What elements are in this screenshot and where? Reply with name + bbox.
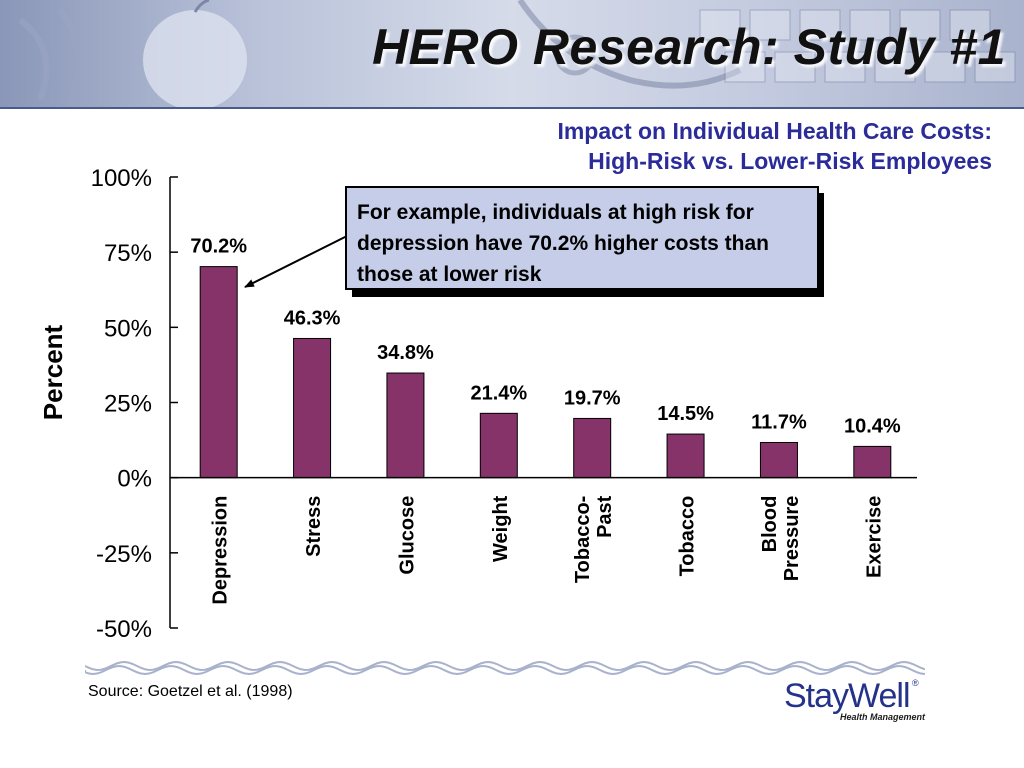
- y-tick-label: 50%: [104, 315, 152, 342]
- logo-tagline: Health Management: [840, 712, 926, 722]
- value-label: 21.4%: [470, 382, 527, 404]
- category-label: Weight: [490, 495, 512, 562]
- category-label: Tobacco: [677, 496, 699, 577]
- bar-exercise: [853, 445, 892, 479]
- chart-title-block: Impact on Individual Health Care Costs: …: [557, 116, 992, 176]
- bar-chart: 100% 75% 50% 25% 0% -25% -50% 70.2% 46.3% 34.8% 2…: [38, 165, 917, 643]
- y-tick-label: 100%: [91, 165, 152, 192]
- category-label-line: Blood: [759, 496, 781, 553]
- y-axis-label: Percent: [38, 324, 68, 420]
- callout-box: For example, individuals at high risk fo…: [345, 186, 819, 290]
- category-label-line: Stress: [303, 496, 325, 557]
- category-label: Stress: [303, 496, 325, 557]
- category-label-line: Past: [594, 495, 616, 538]
- value-label: 14.5%: [657, 403, 714, 425]
- category-label: Blood Pressure: [759, 496, 803, 582]
- value-label: 19.7%: [564, 387, 621, 409]
- category-label-line: Exercise: [863, 496, 885, 578]
- category-label-line: Tobacco: [677, 496, 699, 577]
- wave-line-a: [85, 661, 925, 671]
- bar-tobacco-past: [573, 417, 612, 479]
- keyboard-shape: [699, 9, 1016, 83]
- header-background-art: [18, 0, 1016, 108]
- category-label: Tobacco- Past: [572, 495, 616, 583]
- value-label: 34.8%: [377, 342, 434, 364]
- category-label-line: Pressure: [781, 496, 803, 582]
- callout-arrow: [244, 235, 348, 288]
- header-banner: HERO Research: Study #1: [0, 0, 1024, 108]
- category-label-line: Tobacco-: [572, 496, 594, 583]
- bar-tobacco: [666, 433, 705, 479]
- logo-wordmark: StayWell: [784, 677, 911, 715]
- category-labels: Depression Stress Glucose Weight Tobacco- Pas…: [210, 495, 886, 604]
- apple-shape: [143, 10, 247, 108]
- bar-weight: [479, 412, 518, 479]
- stethoscope-head: [554, 34, 596, 76]
- chart-subtitle: High-Risk vs. Lower-Risk Employees: [588, 148, 992, 174]
- bar-blood-pressure: [759, 441, 798, 479]
- category-label: Exercise: [863, 496, 885, 578]
- y-tick-label: 75%: [104, 240, 152, 267]
- bar-glucose: [386, 372, 425, 479]
- header-divider: [0, 107, 1024, 109]
- category-label-line: Depression: [210, 496, 232, 605]
- y-axis: 100% 75% 50% 25% 0% -25% -50%: [91, 165, 178, 643]
- bar-depression: [199, 266, 238, 479]
- value-labels: 70.2% 46.3% 34.8% 21.4% 19.7% 14.5% 11.7% 10.4%: [190, 236, 901, 438]
- wave-line-b: [85, 665, 925, 676]
- y-tick-label: -50%: [96, 616, 152, 643]
- hand-shape: [18, 8, 81, 107]
- value-label: 46.3%: [284, 307, 341, 329]
- value-label: 70.2%: [190, 236, 247, 258]
- y-tick-label: -25%: [96, 541, 152, 568]
- category-label-line: Weight: [490, 495, 512, 562]
- apple-stem: [193, 0, 210, 13]
- bars: [199, 266, 892, 479]
- logo-registered-mark: ®: [912, 678, 919, 688]
- category-label-line: Glucose: [396, 496, 418, 575]
- value-label: 10.4%: [844, 415, 901, 437]
- y-tick-label: 0%: [117, 466, 152, 493]
- bar-stress: [293, 337, 332, 479]
- stethoscope-tube: [517, 0, 742, 89]
- slide-title: HERO Research: Study #1: [372, 19, 1006, 75]
- y-tick-label: 25%: [104, 391, 152, 418]
- source-citation: Source: Goetzel et al. (1998): [88, 683, 293, 700]
- category-label: Depression: [210, 496, 232, 605]
- chart-title: Impact on Individual Health Care Costs:: [557, 118, 992, 144]
- staywell-logo: StayWell ® Health Management: [784, 676, 926, 724]
- category-label: Glucose: [396, 496, 418, 575]
- wave-divider: [85, 661, 925, 676]
- value-label: 11.7%: [751, 411, 807, 433]
